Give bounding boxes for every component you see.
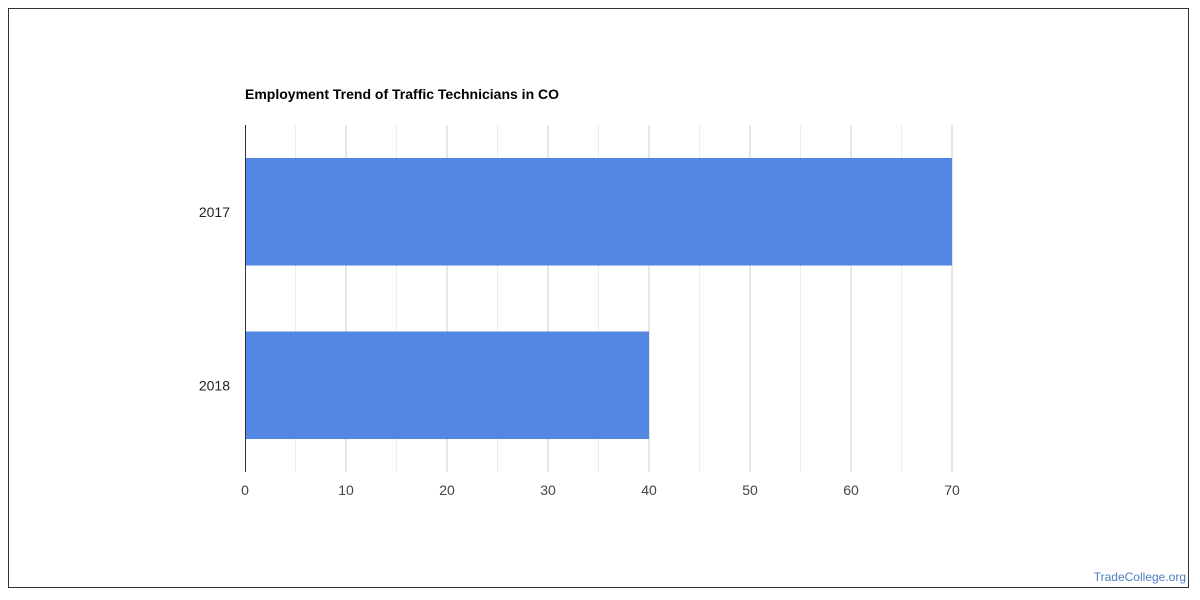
x-tick-label: 50 bbox=[742, 482, 758, 498]
x-tick-label: 20 bbox=[439, 482, 455, 498]
y-category-label: 2017 bbox=[199, 204, 230, 220]
x-tick-label: 70 bbox=[944, 482, 960, 498]
axis-labels: 0 10 20 30 40 50 60 70 2017 2018 bbox=[199, 204, 960, 498]
x-tick-label: 0 bbox=[241, 482, 249, 498]
bar-2018[interactable] bbox=[245, 331, 649, 440]
chart-title: Employment Trend of Traffic Technicians … bbox=[245, 86, 560, 102]
x-tick-label: 60 bbox=[843, 482, 859, 498]
bars bbox=[245, 157, 952, 440]
bar-2017[interactable] bbox=[245, 157, 952, 266]
y-category-label: 2018 bbox=[199, 377, 230, 393]
x-tick-label: 10 bbox=[338, 482, 354, 498]
x-tick-label: 40 bbox=[641, 482, 657, 498]
x-tick-label: 30 bbox=[540, 482, 556, 498]
watermark[interactable]: TradeCollege.org bbox=[1093, 570, 1186, 584]
